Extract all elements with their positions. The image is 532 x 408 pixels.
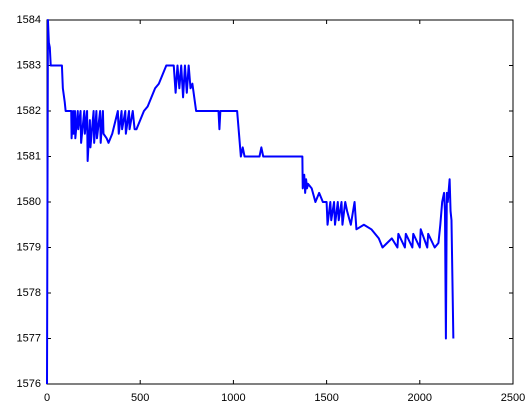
y-tick-label: 1576	[17, 378, 41, 390]
x-tick-label: 1500	[314, 392, 338, 404]
y-tick-label: 1583	[17, 59, 41, 71]
y-tick-label: 1581	[17, 150, 41, 162]
x-tick-label: 2500	[501, 392, 525, 404]
y-tick-label: 1584	[17, 14, 41, 26]
data-line	[46, 19, 455, 385]
x-tick-label: 500	[131, 392, 149, 404]
y-tick-label: 1577	[17, 332, 41, 344]
y-tick-label: 1580	[17, 196, 41, 208]
x-tick-label: 2000	[408, 392, 432, 404]
y-tick-label: 1579	[17, 241, 41, 253]
x-tick-label: 0	[44, 392, 50, 404]
y-tick-label: 1578	[17, 287, 41, 299]
x-tick-label: 1000	[221, 392, 245, 404]
y-tick-label: 1582	[17, 105, 41, 117]
